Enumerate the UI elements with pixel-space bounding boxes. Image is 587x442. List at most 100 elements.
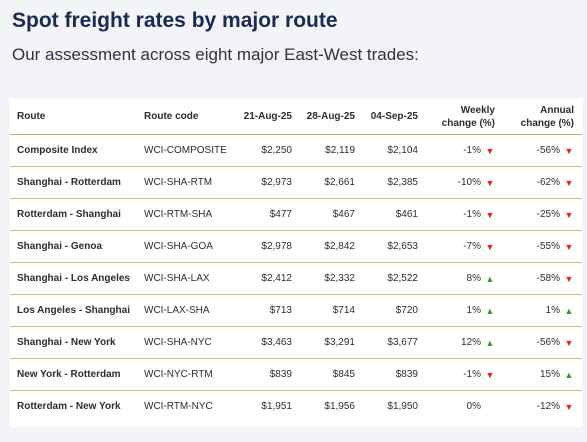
arrow-down-icon: ▼ [485,145,495,156]
freight-rates-table-card: Route Route code 21-Aug-25 28-Aug-25 04-… [10,99,582,427]
header-annual-line1: Annual [540,104,574,116]
header-date-3: 04-Sep-25 [361,99,424,135]
rate-date-2: $714 [298,294,361,327]
route-code: WCI-RTM-SHA [141,198,236,231]
rate-date-1: $713 [236,294,298,327]
route-name: Composite Index [10,134,141,167]
annual-change-value: -58% [536,273,560,284]
annual-change-value: 1% [545,305,560,316]
rate-date-1: $3,463 [236,326,298,359]
header-route-code: Route code [141,99,236,135]
arrow-down-icon: ▼ [564,401,574,412]
route-name: Shanghai - Genoa [10,230,141,263]
arrow-down-icon: ▼ [485,177,495,188]
freight-rates-table: Route Route code 21-Aug-25 28-Aug-25 04-… [10,99,582,422]
rate-date-3: $3,677 [361,326,424,359]
table-row: Los Angeles - Shanghai WCI-LAX-SHA $713 $71… [10,294,582,327]
route-code: WCI-SHA-NYC [141,326,236,359]
arrow-down-icon: ▼ [564,145,574,156]
rate-date-1: $2,250 [236,134,298,167]
table-row: Shanghai - Genoa WCI-SHA-GOA $2,978 $2,842 $… [10,230,582,263]
route-code: WCI-SHA-GOA [141,230,236,263]
rate-date-3: $2,522 [361,262,424,295]
route-code: WCI-COMPOSITE [141,134,236,167]
rate-date-3: $2,104 [361,134,424,167]
arrow-down-icon: ▼ [564,241,574,252]
no-change-spacer: ▼ [485,402,495,412]
arrow-up-icon: ▲ [564,369,574,380]
header-annual-line2: change (%) [520,117,574,129]
rate-date-3: $720 [361,294,424,327]
rate-date-1: $477 [236,198,298,231]
table-row: Shanghai - New York WCI-SHA-NYC $3,463 $3,2… [10,326,582,359]
route-code: WCI-RTM-NYC [144,401,213,412]
annual-change: 15% ▲ [503,358,582,391]
rate-date-2: $2,119 [298,134,361,167]
weekly-change: -7% ▼ [424,230,503,263]
annual-change: 1% ▲ [503,294,582,327]
rate-date-3: $461 [361,198,424,231]
weekly-change-value: 12% [460,337,481,348]
annual-change-value: -55% [536,241,560,252]
rate-date-2: $2,661 [298,166,361,199]
table-row: Rotterdam - New York WCI-RTM-NYC $1,951 $1,… [10,391,582,423]
route-name: Shanghai - New York [10,326,141,359]
route-name: Los Angeles - Shanghai [10,294,141,327]
arrow-up-icon: ▲ [485,305,495,316]
header-route: Route [10,99,141,135]
arrow-down-icon: ▼ [564,209,574,220]
annual-change: -62% ▼ [503,166,582,199]
annual-change: -12% ▼ [503,391,582,423]
weekly-change-value: -10% [457,177,481,188]
arrow-up-icon: ▲ [564,305,574,316]
arrow-down-icon: ▼ [485,241,495,252]
weekly-change-value: -1% [463,369,481,380]
arrow-up-icon: ▲ [485,337,495,348]
annual-change-value: -12% [536,401,560,412]
weekly-change-value: -1% [463,145,481,156]
table-row: Composite Index WCI-COMPOSITE $2,250 $2,119… [10,134,582,167]
rate-date-3: $2,385 [361,166,424,199]
annual-change-value: 15% [539,369,560,380]
weekly-change: 12% ▲ [424,326,503,359]
weekly-change: -1% ▼ [424,134,503,167]
page-subtitle: Our assessment across eight major East-W… [12,45,419,64]
annual-change-value: -56% [536,145,560,156]
arrow-down-icon: ▼ [485,209,495,220]
header-weekly-change: Weekly change (%) [424,99,503,135]
weekly-change: 0% ▼ [424,391,503,423]
annual-change-value: -62% [536,177,560,188]
weekly-change: -1% ▼ [424,358,503,391]
route-name: Rotterdam - New York [17,401,121,412]
arrow-down-icon: ▼ [564,273,574,284]
route-name: New York - Rotterdam [10,358,141,391]
rate-date-3: $1,950 [387,401,418,412]
rate-date-3: $839 [361,358,424,391]
rate-date-2: $3,291 [298,326,361,359]
weekly-change-value: 1% [466,305,481,316]
annual-change: -25% ▼ [503,198,582,231]
rate-date-2: $2,332 [298,262,361,295]
table-body: Composite Index WCI-COMPOSITE $2,250 $2,119… [10,134,582,423]
header-date-2: 28-Aug-25 [298,99,361,135]
header-weekly-line1: Weekly [460,104,495,116]
weekly-change: 8% ▲ [424,262,503,295]
rate-date-1: $1,951 [261,401,292,412]
rate-date-2: $467 [298,198,361,231]
weekly-change: 1% ▲ [424,294,503,327]
arrow-down-icon: ▼ [485,369,495,380]
arrow-down-icon: ▼ [564,177,574,188]
arrow-down-icon: ▼ [564,337,574,348]
rate-date-2: $2,842 [298,230,361,263]
table-row: Shanghai - Los Angeles WCI-SHA-LAX $2,412 $… [10,262,582,295]
annual-change: -55% ▼ [503,230,582,263]
annual-change-value: -25% [536,209,560,220]
header-annual-change: Annual change (%) [503,99,582,135]
route-code: WCI-SHA-LAX [141,262,236,295]
rate-date-2: $1,956 [324,401,355,412]
weekly-change-value: -7% [463,241,481,252]
header-date-1: 21-Aug-25 [236,99,298,135]
annual-change: -56% ▼ [503,326,582,359]
route-code: WCI-NYC-RTM [141,358,236,391]
rate-date-1: $2,978 [236,230,298,263]
